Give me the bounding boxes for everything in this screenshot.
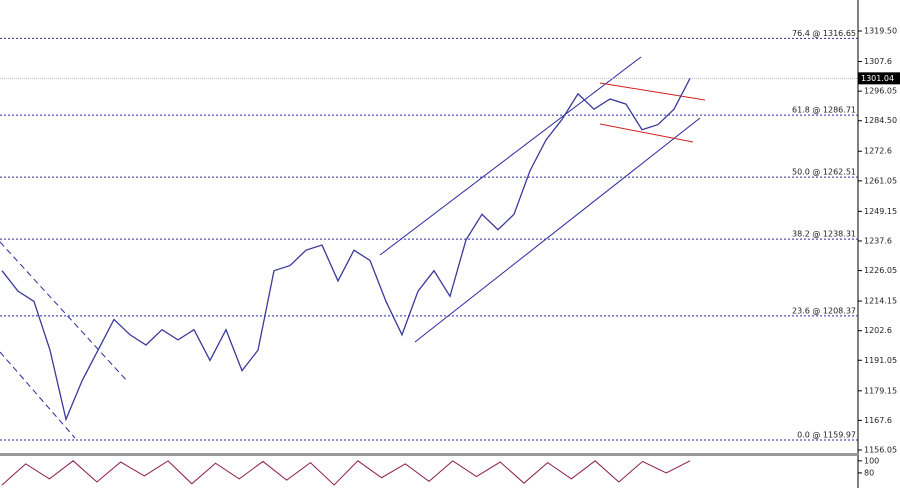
fib-label: 23.6 @ 1208.37 [792,306,856,315]
price-line [1,78,691,422]
y-tick-label: 1296.05 [864,87,897,96]
oscillator-line [1,460,691,486]
channel-line [414,117,701,343]
channel-line [379,56,642,256]
osc-tick-label: 80 [864,468,874,477]
channel-line [0,241,129,383]
fib-label: 38.2 @ 1238.31 [792,230,856,239]
y-tick-label: 1272.6 [864,147,892,156]
pane-divider [0,453,858,456]
fib-label: 0.0 @ 1159.97 [797,430,856,439]
y-tick-label: 1156.05 [864,446,897,455]
y-tick-label: 1249.15 [864,207,897,216]
y-tick-label: 1307.6 [864,57,892,66]
y-tick-label: 1167.6 [864,416,892,425]
y-tick-label: 1261.05 [864,176,897,185]
y-tick-label: 1214.15 [864,297,897,306]
last-price-label: 1301.04 [861,74,894,83]
y-tick-label: 1202.6 [864,326,892,335]
flag-line [599,123,694,143]
y-tick-label: 1284.50 [864,116,897,125]
fib-label: 76.4 @ 1316.65 [792,29,856,38]
fib-label: 50.0 @ 1262.51 [792,168,856,177]
flag-line [599,82,706,101]
last-price-box [858,72,900,85]
fib-label: 61.8 @ 1286.71 [792,106,856,115]
y-tick-label: 1179.15 [864,386,897,395]
y-tick-label: 1237.6 [864,236,892,245]
channel-line [0,351,76,439]
y-tick-label: 1319.50 [864,27,897,36]
y-tick-label: 1191.05 [864,356,897,365]
y-tick-label: 1226.05 [864,266,897,275]
osc-tick-label: 100 [864,456,879,465]
